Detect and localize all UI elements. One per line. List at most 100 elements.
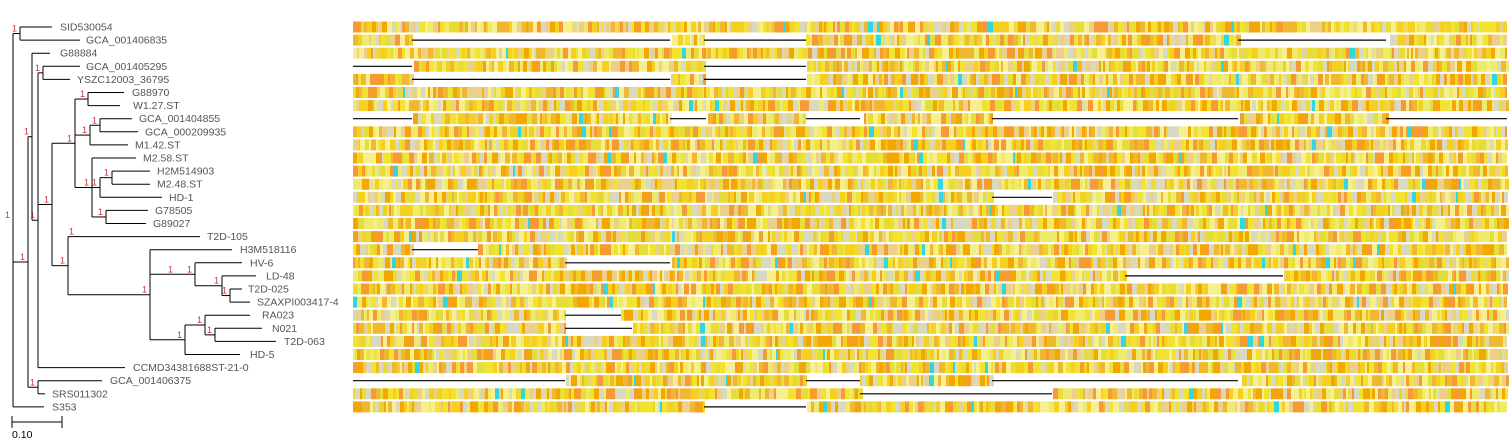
alignment-cell xyxy=(1381,47,1383,59)
alignment-cell xyxy=(1168,218,1172,229)
alignment-cell xyxy=(1235,126,1237,138)
alignment-cell xyxy=(919,165,922,177)
alignment-cell xyxy=(629,113,632,125)
alignment-cell xyxy=(647,152,652,164)
alignment-cell xyxy=(1232,100,1237,112)
alignment-cell xyxy=(1111,178,1115,190)
sequence-alignment xyxy=(353,21,1509,413)
alignment-cell xyxy=(782,113,787,125)
alignment-cell xyxy=(718,204,720,216)
alignment-cell xyxy=(1284,178,1287,190)
alignment-cell xyxy=(1443,218,1445,229)
alignment-cell xyxy=(1318,152,1322,164)
alignment-cell xyxy=(1481,73,1485,85)
alignment-cell xyxy=(1371,139,1373,151)
alignment-cell xyxy=(1411,60,1415,72)
alignment-cell xyxy=(1110,191,1115,203)
alignment-cell xyxy=(937,165,939,177)
alignment-cell xyxy=(682,204,687,216)
alignment-cell xyxy=(523,191,525,203)
alignment-cell xyxy=(918,191,920,203)
alignment-cell xyxy=(1380,139,1383,151)
alignment-cell xyxy=(1224,126,1226,138)
alignment-cell xyxy=(793,191,796,203)
alignment-cell xyxy=(599,100,604,112)
alignment-cell xyxy=(1220,21,1225,33)
alignment-cell xyxy=(824,21,826,33)
alignment-cell xyxy=(783,178,786,190)
alignment-cell xyxy=(908,21,913,33)
alignment-cell xyxy=(410,47,414,59)
alignment-cell xyxy=(1158,126,1160,138)
alignment-cell xyxy=(1169,47,1174,59)
alignment-cell xyxy=(867,60,869,72)
alignment-cell xyxy=(1156,139,1161,151)
alignment-cell xyxy=(410,139,415,151)
alignment-cell xyxy=(1495,191,1500,203)
alignment-cell xyxy=(1401,165,1403,177)
alignment-row xyxy=(353,204,1509,216)
alignment-cell xyxy=(1148,165,1150,177)
alignment-cell xyxy=(463,139,465,151)
alignment-cell xyxy=(1303,113,1308,125)
alignment-cell xyxy=(641,87,643,98)
alignment-cell xyxy=(786,152,789,164)
alignment-cell xyxy=(439,204,444,216)
alignment-cell xyxy=(1105,191,1110,203)
alignment-cell xyxy=(677,165,679,177)
alignment-cell xyxy=(1212,204,1215,216)
alignment-cell xyxy=(884,218,887,229)
alignment-cell xyxy=(695,100,697,112)
alignment-cell xyxy=(1215,139,1217,151)
alignment-cell xyxy=(1189,204,1191,216)
alignment-cell xyxy=(582,47,586,59)
alignment-cell xyxy=(1272,204,1276,216)
alignment-cell xyxy=(988,21,993,33)
alignment-cell xyxy=(726,87,728,98)
alignment-cell xyxy=(1175,34,1179,46)
alignment-cell xyxy=(1311,204,1314,216)
alignment-cell xyxy=(1473,21,1478,33)
alignment-cell xyxy=(1091,87,1095,98)
alignment-cell xyxy=(638,87,641,98)
alignment-cell xyxy=(500,139,504,151)
alignment-cell xyxy=(1486,204,1491,216)
alignment-cell xyxy=(1352,139,1357,151)
alignment-cell xyxy=(653,126,656,138)
alignment-cell xyxy=(1248,218,1250,229)
alignment-cell xyxy=(1445,218,1448,229)
alignment-cell xyxy=(1458,191,1463,203)
alignment-cell xyxy=(375,47,380,59)
alignment-cell xyxy=(1188,21,1191,33)
alignment-cell xyxy=(486,21,488,33)
alignment-cell xyxy=(845,165,848,177)
alignment-cell xyxy=(416,165,420,177)
alignment-cell xyxy=(1284,218,1287,229)
alignment-cell xyxy=(1409,34,1414,46)
alignment-cell xyxy=(886,34,889,46)
alignment-cell xyxy=(1187,100,1191,112)
alignment-cell xyxy=(438,21,440,33)
alignment-cell xyxy=(1229,178,1233,190)
alignment-cell xyxy=(1048,60,1053,72)
alignment-cell xyxy=(470,139,474,151)
alignment-cell xyxy=(1200,152,1203,164)
alignment-cell xyxy=(428,87,430,98)
alignment-cell xyxy=(459,165,461,177)
alignment-cell xyxy=(1041,178,1045,190)
alignment-cell xyxy=(1418,139,1421,151)
alignment-cell xyxy=(1169,178,1174,190)
alignment-cell xyxy=(1229,34,1234,46)
alignment-cell xyxy=(1222,87,1227,98)
alignment-cell xyxy=(1287,152,1292,164)
alignment-cell xyxy=(462,218,466,229)
alignment-cell xyxy=(1293,191,1297,203)
alignment-cell xyxy=(507,100,509,112)
alignment-cell xyxy=(1403,178,1408,190)
alignment-cell xyxy=(591,191,596,203)
alignment-cell xyxy=(1103,204,1105,216)
alignment-cell xyxy=(871,34,873,46)
alignment-cell xyxy=(1048,178,1051,190)
alignment-cell xyxy=(391,100,393,112)
alignment-cell xyxy=(579,113,583,125)
